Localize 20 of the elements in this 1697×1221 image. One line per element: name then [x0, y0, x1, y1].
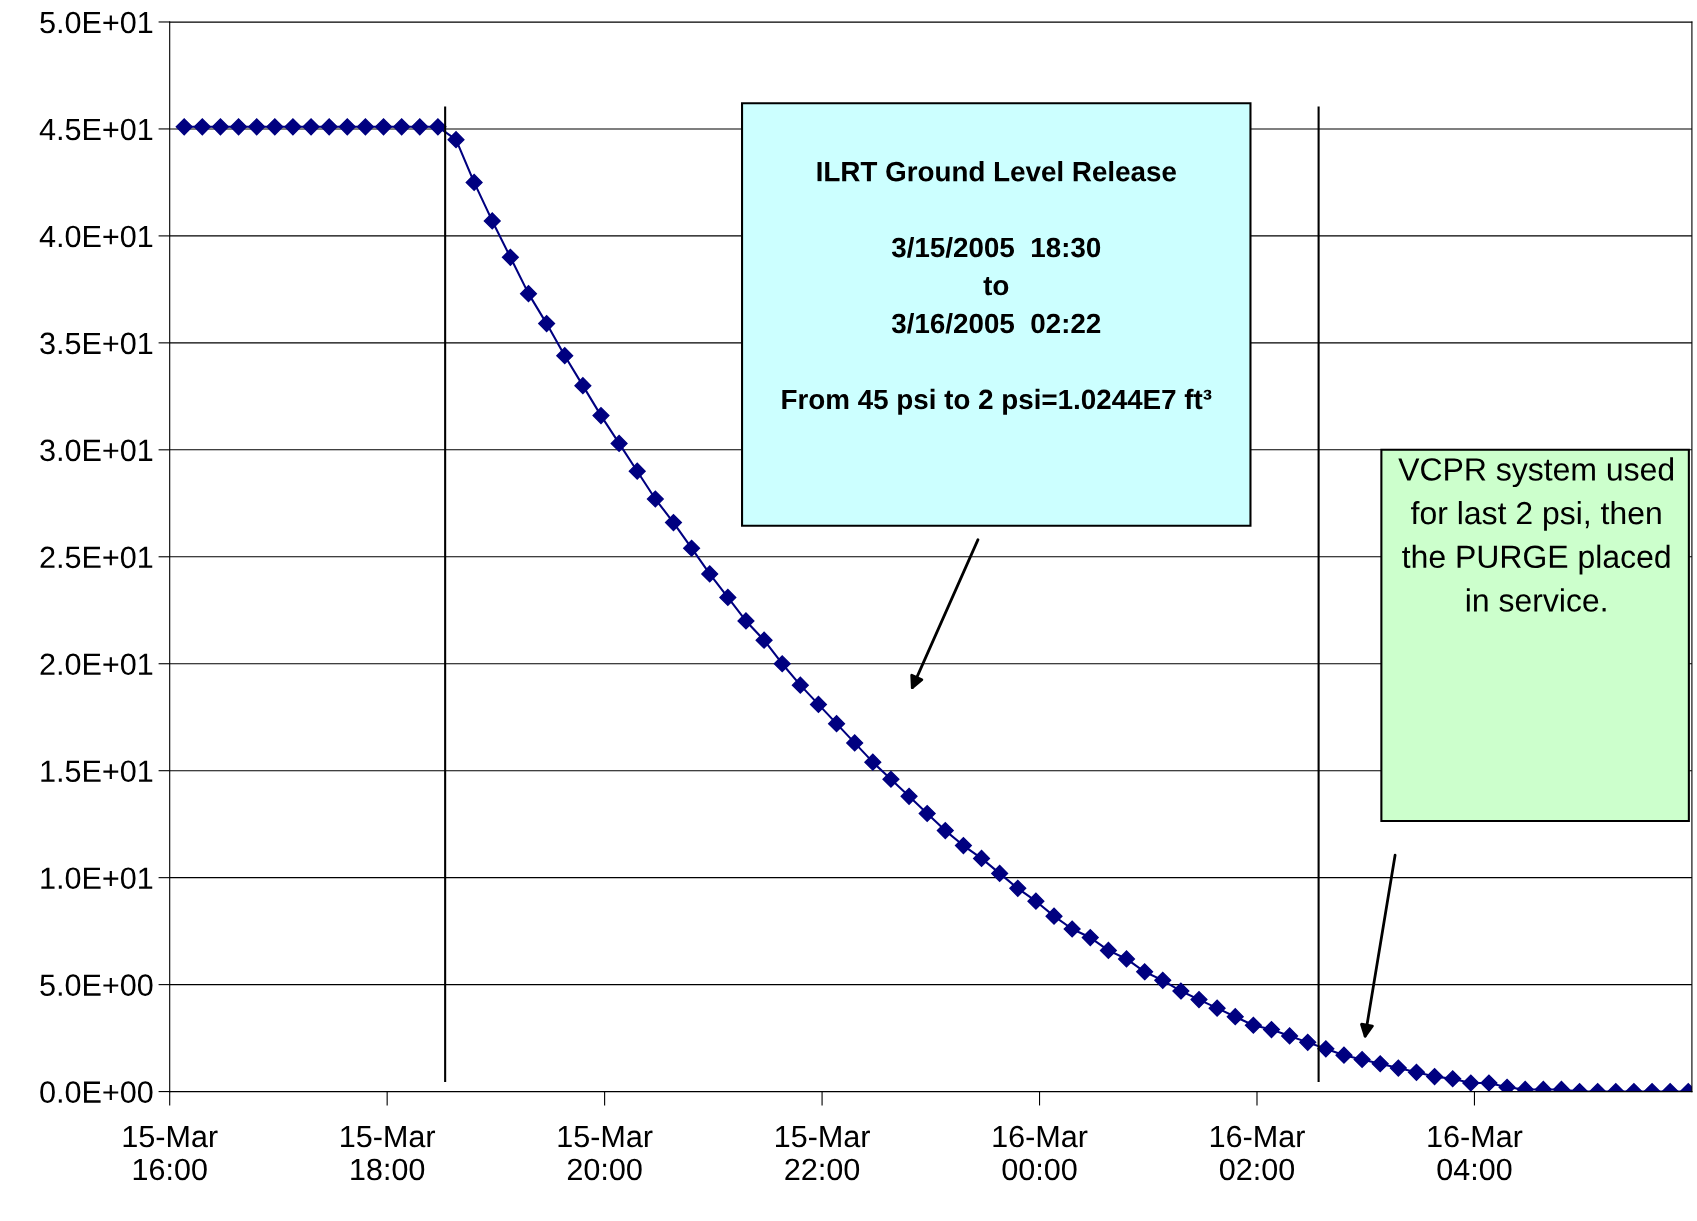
y-tick-label: 1.0E+01 [41, 867, 153, 890]
x-tick-label: 15-Mar 20:00 [558, 1126, 653, 1181]
y-tick-label: 3.0E+01 [40, 439, 153, 462]
x-tick-label: 16-Mar 02:00 [1210, 1125, 1305, 1181]
y-tick-label: 1.5E+01 [41, 760, 153, 783]
y-tick-label: 2.5E+01 [40, 546, 153, 569]
text: ILRT Ground Level Release 3/15/2005 18:30 to 3/16/2005 02:22 From 45 psi to 2 psi=1.0244E7 ft³ [782, 161, 1212, 415]
x-tick-label: 16-Mar 00:00 [993, 1125, 1088, 1181]
y-tick-label: 2.0E+01 [40, 653, 153, 676]
y-tick-label: 0.0E+00 [40, 1081, 153, 1103]
x-tick-label: 16-Mar 04:00 [1428, 1125, 1523, 1181]
x-tick-label: 15-Mar 18:00 [341, 1126, 436, 1181]
y-tick-label: 3.5E+01 [40, 332, 153, 355]
y-tick-label: 4.0E+01 [39, 225, 153, 248]
y-tick-label: 5.0E+00 [40, 974, 153, 996]
annotation: VCPR system used for last 2 psi, then the PURGE placed in service. [1398, 457, 1674, 612]
y-tick-label: 5.0E+01 [40, 11, 153, 34]
x-tick-label: 15-Mar 22:00 [776, 1126, 870, 1181]
y-tick-label: 4.5E+01 [39, 118, 153, 141]
x-tick-label: 15-Mar 16:00 [123, 1126, 218, 1181]
